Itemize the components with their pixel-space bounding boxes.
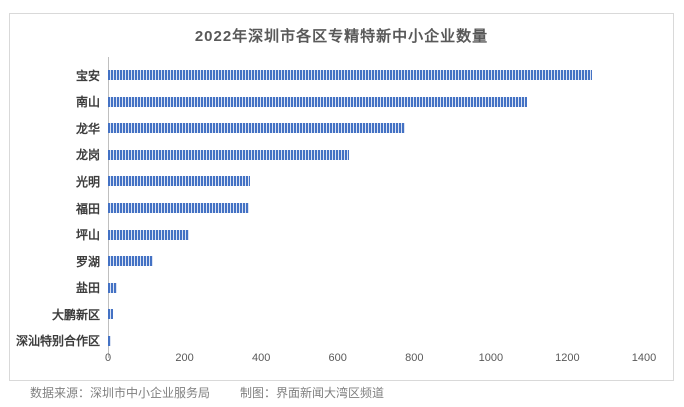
chart-title: 2022年深圳市各区专精特新中小企业数量 [194,28,489,45]
bar-track [108,149,644,160]
credit-label: 制图：界面新闻大湾区频道 [240,386,385,400]
category-label: 盐田 [75,281,100,296]
x-tick-label: 800 [405,352,424,364]
category-label: 龙华 [75,121,100,136]
chart-row: 罗湖 [10,248,673,275]
x-tick-label: 0 [104,352,112,364]
bar-track [108,96,644,107]
bar [108,256,153,267]
chart-row: 福田 [10,195,673,222]
chart-row: 盐田 [10,274,673,301]
bar-track [108,309,644,320]
bar-track [108,70,644,81]
bar-chart: 宝安 南山 龙华 龙岗 光明 福田 坪山 [10,57,673,358]
category-label: 南山 [75,95,100,110]
chart-row: 大鹏新区 [10,301,673,328]
category-label: 大鹏新区 [51,307,100,322]
bar [108,96,528,107]
bar-track [108,203,644,213]
footer: 数据来源：深圳市中小企业服务局 制图：界面新闻大湾区频道 [30,384,384,401]
bar-track [108,123,644,134]
x-tick-label: 1000 [478,352,504,364]
category-label: 宝安 [75,68,100,83]
bar-track [108,229,644,240]
data-source-label: 数据来源：深圳市中小企业服务局 [30,386,211,400]
category-label: 福田 [75,201,100,216]
bar [108,229,190,240]
chart-row: 龙华 [10,115,673,142]
x-tick-label: 1400 [631,352,657,364]
bar [108,309,113,320]
category-label: 龙岗 [75,148,100,163]
bar-track [108,256,644,267]
chart-row: 龙岗 [10,142,673,169]
bar [108,149,350,160]
chart-rows: 宝安 南山 龙华 龙岗 光明 福田 坪山 [10,62,673,354]
bar [108,282,117,293]
chart-row: 深汕特别合作区 [10,327,673,354]
category-label: 罗湖 [75,254,100,269]
chart-row: 南山 [10,89,673,116]
category-label: 坪山 [75,228,100,243]
bar [108,335,112,346]
bar-track [108,176,644,187]
x-tick-label: 1200 [555,352,580,364]
x-tick-label: 400 [251,352,271,364]
x-axis: 0 200 400 600 800 1000 1200 1400 [104,352,656,368]
category-label: 深汕特别合作区 [15,334,100,349]
chart-panel: 2022年深圳市各区专精特新中小企业数量 宝安 南山 龙华 龙岗 光明 福田 [9,13,674,381]
x-tick-label: 600 [328,352,347,364]
bar-track [108,282,644,293]
bar [108,70,593,81]
chart-row: 光明 [10,168,673,195]
category-label: 光明 [75,174,100,189]
bar [108,123,405,134]
chart-row: 宝安 [10,62,673,89]
bar-track [108,335,644,346]
x-tick-label: 200 [175,352,194,364]
bar [108,176,250,187]
bar [108,203,249,213]
chart-row: 坪山 [10,221,673,248]
